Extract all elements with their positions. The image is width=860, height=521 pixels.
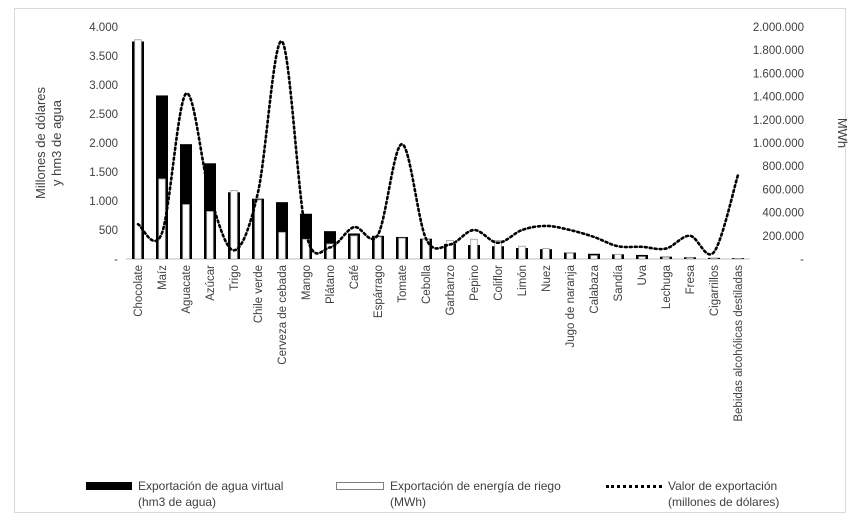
y-right-tick-label: 1.200.000 xyxy=(753,115,804,127)
x-category-label: Trigo xyxy=(229,265,241,291)
x-category-label: Azúcar xyxy=(205,265,217,301)
bar-energy-16 xyxy=(494,240,502,260)
bar-energy-4 xyxy=(206,211,214,260)
bar-energy-1 xyxy=(134,39,142,260)
x-category-label: Plátano xyxy=(325,265,337,304)
y-left-tick-label: 1.000 xyxy=(89,196,118,208)
bar-energy-15 xyxy=(470,238,478,260)
y-right-tick-label: 1.600.000 xyxy=(753,68,804,80)
y-left-tick-label: 500 xyxy=(99,225,118,237)
y-right-tick-label: - xyxy=(800,254,804,266)
y-right-tick-label: 400.000 xyxy=(762,208,804,220)
y-right-tick-label: 200.000 xyxy=(762,231,804,243)
y-left-tick-label: 1.500 xyxy=(89,167,118,179)
x-category-label: Uva xyxy=(637,264,649,285)
x-category-label: Chocolate xyxy=(133,265,145,317)
bar-energy-5 xyxy=(230,190,238,260)
x-category-label: Lechuga xyxy=(661,264,673,309)
y-left-tick-label: - xyxy=(114,254,118,266)
bar-energy-20 xyxy=(590,255,598,260)
x-category-label: Mango xyxy=(301,265,313,300)
y-right-tick-label: 1.000.000 xyxy=(753,138,804,150)
x-category-label: Cebolla xyxy=(421,264,433,304)
y-left-tick-label: 3.000 xyxy=(89,80,118,92)
bar-energy-12 xyxy=(398,237,406,260)
bar-energy-9 xyxy=(326,243,334,260)
bar-energy-25 xyxy=(710,258,718,260)
x-category-label: Cerveza de cebada xyxy=(277,264,289,364)
y-left-tick-label: 3.500 xyxy=(89,51,118,63)
x-category-label: Tomate xyxy=(397,265,409,303)
y-right-tick-label: 600.000 xyxy=(762,184,804,196)
bar-energy-23 xyxy=(662,256,670,260)
x-category-label: Jugo de naranja xyxy=(565,264,577,347)
x-category-label: Cigarrillos xyxy=(709,265,721,316)
bar-energy-21 xyxy=(614,253,622,260)
bar-energy-10 xyxy=(350,235,358,260)
x-category-label: Pepino xyxy=(469,265,481,301)
x-category-label: Café xyxy=(349,265,361,289)
y-right-tick-label: 800.000 xyxy=(762,161,804,173)
x-category-label: Maíz xyxy=(157,265,169,290)
x-category-label: Espárrago xyxy=(373,265,385,318)
x-category-label: Sandía xyxy=(613,264,625,301)
bar-energy-6 xyxy=(254,199,262,260)
bar-energy-18 xyxy=(542,248,550,260)
y-left-tick-label: 2.500 xyxy=(89,109,118,121)
x-category-label: Limón xyxy=(517,265,529,296)
bar-energy-14 xyxy=(446,240,454,260)
y-right-tick-label: 1.800.000 xyxy=(753,45,804,57)
y-right-tick-label: 2.000.000 xyxy=(753,22,804,34)
x-category-label: Aguacate xyxy=(181,265,193,314)
bar-energy-7 xyxy=(278,231,286,260)
y-right-axis-title: MWh xyxy=(835,118,850,148)
y-left-axis-title: Millones de dólares xyxy=(33,87,48,200)
x-category-label: Garbanzo xyxy=(445,265,457,316)
line-export-value xyxy=(136,40,740,256)
bar-energy-8 xyxy=(302,238,310,260)
bar-energy-11 xyxy=(374,236,382,260)
bar-energy-19 xyxy=(566,252,574,260)
y-left-axis-title: y hm3 de agua xyxy=(49,99,64,186)
bar-energy-24 xyxy=(686,257,694,260)
x-category-label: Fresa xyxy=(685,264,697,294)
x-category-label: Nuez xyxy=(541,265,553,292)
x-category-label: Bebidas alcohólicas destiladas xyxy=(733,265,745,422)
bar-energy-22 xyxy=(638,256,646,260)
y-right-tick-label: 1.400.000 xyxy=(753,92,804,104)
bar-energy-26 xyxy=(734,258,742,260)
y-left-tick-label: 4.000 xyxy=(89,22,118,34)
chart-frame xyxy=(14,8,846,513)
bar-energy-17 xyxy=(518,245,526,260)
bar-energy-3 xyxy=(182,204,190,260)
x-category-label: Calabaza xyxy=(589,264,601,313)
y-left-tick-label: 2.000 xyxy=(89,138,118,150)
x-category-label: Chile verde xyxy=(253,265,265,323)
x-category-label: Coliflor xyxy=(493,265,505,301)
